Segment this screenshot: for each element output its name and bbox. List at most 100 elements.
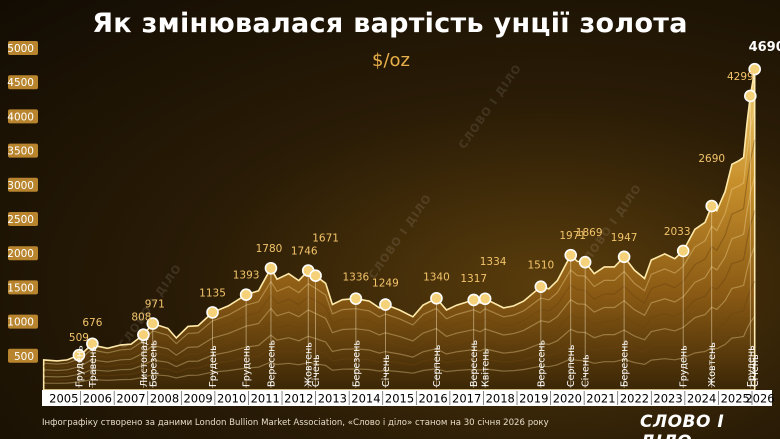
price-marker: [379, 298, 392, 311]
month-label: Вересень: [536, 339, 547, 387]
x-tick-label: 2010: [217, 392, 246, 406]
month-label: Січень: [581, 354, 592, 387]
month-label: Серпень: [432, 344, 443, 387]
y-tick-label: 4500: [7, 77, 34, 89]
price-value-label: 1780: [256, 243, 283, 255]
x-tick-label: 2014: [351, 392, 380, 406]
month-label: Грудень: [679, 345, 690, 387]
price-marker: [72, 348, 86, 362]
price-marker: [564, 248, 578, 262]
price-value-label: 1671: [312, 233, 339, 245]
price-marker: [748, 62, 761, 76]
price-value-label: 1393: [233, 270, 260, 282]
month-label: Грудень: [242, 345, 253, 387]
month-label: Листопад: [139, 338, 150, 387]
x-tick-label: 2021: [586, 392, 615, 406]
price-marker: [676, 244, 690, 258]
source-footnote: Інфографіку створено за даними London Bu…: [42, 418, 549, 428]
month-label: Січень: [381, 354, 392, 387]
y-tick-box: [8, 177, 38, 192]
price-marker: [617, 250, 631, 264]
price-marker: [264, 261, 278, 275]
price-value-label: 1510: [527, 260, 554, 272]
month-label: Травень: [88, 346, 99, 388]
x-tick-label: 2015: [385, 392, 414, 406]
price-marker: [206, 306, 219, 319]
price-value-label: 1336: [343, 272, 370, 284]
brand-logo: СЛОВО І ДІЛО: [640, 412, 725, 439]
price-marker: [86, 337, 99, 351]
month-label: Січень: [750, 354, 761, 387]
y-tick-label: 1000: [7, 317, 34, 329]
x-tick-label: 2017: [452, 392, 481, 406]
x-tick-label: 2007: [116, 392, 145, 406]
y-tick-box: [8, 348, 38, 363]
price-value-label: 4299: [727, 71, 754, 83]
price-value-label: 676: [82, 317, 102, 329]
price-value-label: 1746: [291, 246, 318, 258]
price-marker: [430, 292, 443, 305]
month-label: Вересень: [266, 339, 277, 387]
month-label: Жовтень: [707, 342, 718, 387]
x-tick-label: 2020: [553, 392, 582, 406]
month-label: Березень: [148, 340, 159, 387]
price-marker: [467, 293, 481, 307]
month-label: Січень: [311, 354, 322, 387]
y-tick-label: 500: [14, 351, 34, 363]
month-label: Жовтень: [304, 342, 315, 387]
price-value-label: 1340: [423, 271, 450, 283]
x-tick-label: 2006: [83, 392, 112, 406]
price-value-label: 1334: [480, 256, 507, 268]
y-tick-label: 3000: [7, 180, 34, 192]
x-tick-label: 2012: [284, 392, 313, 406]
y-tick-box: [8, 143, 38, 158]
price-value-label: 808: [131, 312, 151, 324]
x-tick-label: 2025: [721, 392, 750, 406]
unit-label: $/oz: [372, 50, 410, 71]
y-tick-label: 1500: [7, 282, 34, 294]
price-marker: [349, 292, 363, 305]
y-tick-box: [8, 212, 38, 226]
x-tick-label: 2024: [687, 392, 716, 406]
price-marker: [578, 255, 592, 269]
chart-title: Як змінювалася вартість унції золота: [92, 8, 688, 39]
price-value-label: 1135: [199, 287, 226, 299]
month-label: Грудень: [746, 345, 757, 387]
month-label: Серпень: [566, 344, 577, 387]
price-value-label: 1869: [576, 227, 603, 239]
price-value-label: 971: [145, 299, 165, 311]
x-tick-label: 2008: [150, 392, 179, 406]
month-label: Вересень: [469, 339, 480, 387]
month-label: Березень: [620, 340, 631, 387]
price-marker: [239, 288, 253, 302]
price-value-label: 1249: [372, 278, 399, 290]
price-marker: [478, 292, 492, 306]
x-tick-label: 2023: [653, 392, 682, 406]
x-tick-label: 2016: [418, 392, 447, 406]
x-tick-label: 2019: [519, 392, 548, 406]
price-value-label: 509: [69, 332, 89, 344]
price-marker: [137, 328, 150, 342]
price-value-label: 2690: [698, 153, 725, 165]
y-tick-box: [8, 314, 38, 329]
y-tick-box: [8, 280, 38, 295]
x-tick-label: 2011: [251, 392, 280, 406]
price-value-label: 1971: [559, 230, 586, 242]
y-tick-box: [8, 246, 38, 261]
month-label: Грудень: [208, 345, 219, 387]
y-tick-label: 5000: [7, 43, 34, 55]
x-tick-label: 2018: [486, 392, 515, 406]
price-value-label: 2033: [664, 226, 691, 238]
x-tick-label: 2005: [49, 392, 78, 406]
y-tick-label: 3500: [7, 146, 34, 158]
y-tick-label: 2000: [7, 248, 34, 260]
price-marker: [309, 269, 322, 283]
price-value-label: 1317: [460, 273, 487, 285]
month-label: Березень: [351, 340, 362, 387]
price-marker: [705, 199, 719, 213]
price-marker: [146, 317, 160, 330]
x-tick-label: 2013: [318, 392, 347, 406]
gold-price-area: [42, 69, 756, 391]
y-tick-label: 4000: [7, 111, 34, 123]
